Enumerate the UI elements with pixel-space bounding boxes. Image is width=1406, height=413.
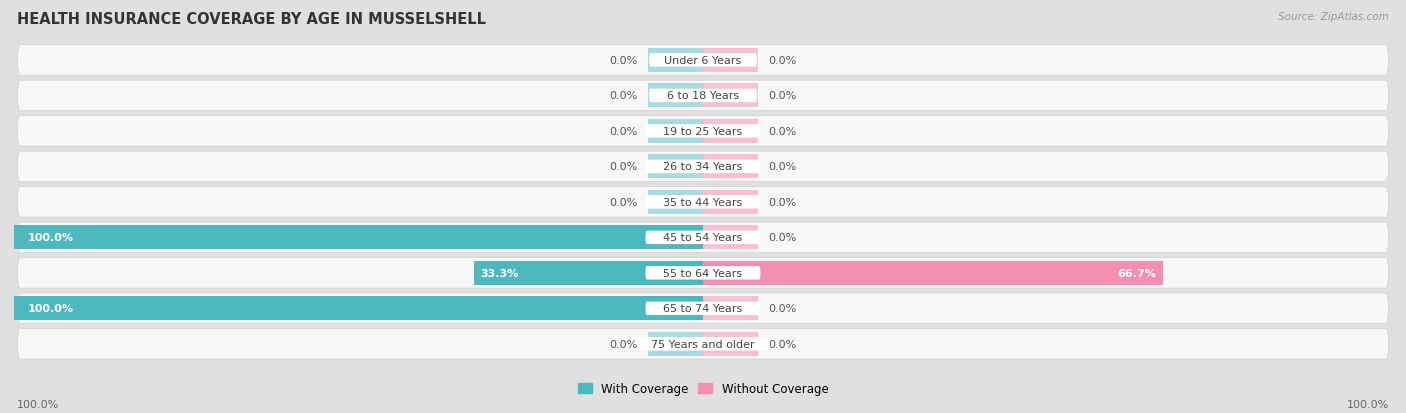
Bar [703, 49, 758, 73]
Text: 0.0%: 0.0% [769, 339, 797, 349]
Text: 0.0%: 0.0% [609, 56, 637, 66]
FancyBboxPatch shape [17, 258, 1389, 288]
FancyBboxPatch shape [645, 160, 761, 174]
Text: Source: ZipAtlas.com: Source: ZipAtlas.com [1278, 12, 1389, 22]
FancyBboxPatch shape [17, 152, 1389, 182]
Text: 45 to 54 Years: 45 to 54 Years [664, 233, 742, 243]
Text: 0.0%: 0.0% [609, 91, 637, 101]
Bar [703, 297, 758, 320]
Bar [14, 226, 703, 250]
Text: 75 Years and older: 75 Years and older [651, 339, 755, 349]
Text: 100.0%: 100.0% [28, 304, 75, 313]
Bar [703, 119, 758, 144]
FancyBboxPatch shape [631, 337, 775, 351]
Text: Under 6 Years: Under 6 Years [665, 56, 741, 66]
FancyBboxPatch shape [17, 293, 1389, 324]
Text: 6 to 18 Years: 6 to 18 Years [666, 91, 740, 101]
Text: 100.0%: 100.0% [28, 233, 75, 243]
Text: 0.0%: 0.0% [769, 233, 797, 243]
Legend: With Coverage, Without Coverage: With Coverage, Without Coverage [572, 377, 834, 399]
Text: 26 to 34 Years: 26 to 34 Years [664, 162, 742, 172]
Text: 33.3%: 33.3% [481, 268, 519, 278]
Bar [648, 84, 703, 108]
Text: 0.0%: 0.0% [769, 304, 797, 313]
Text: 0.0%: 0.0% [609, 126, 637, 137]
Text: 66.7%: 66.7% [1116, 268, 1156, 278]
Text: 0.0%: 0.0% [609, 162, 637, 172]
Bar [648, 119, 703, 144]
Text: 0.0%: 0.0% [769, 162, 797, 172]
Text: 65 to 74 Years: 65 to 74 Years [664, 304, 742, 313]
Bar [703, 332, 758, 356]
Text: 0.0%: 0.0% [609, 197, 637, 207]
Bar [703, 190, 758, 214]
FancyBboxPatch shape [645, 266, 761, 280]
Bar [648, 49, 703, 73]
Text: 100.0%: 100.0% [1347, 399, 1389, 409]
Bar [648, 190, 703, 214]
FancyBboxPatch shape [645, 302, 761, 315]
FancyBboxPatch shape [645, 196, 761, 209]
FancyBboxPatch shape [17, 81, 1389, 112]
FancyBboxPatch shape [17, 116, 1389, 147]
Bar [703, 261, 1163, 285]
Text: 19 to 25 Years: 19 to 25 Years [664, 126, 742, 137]
FancyBboxPatch shape [645, 231, 761, 244]
Text: 100.0%: 100.0% [17, 399, 59, 409]
Bar [703, 226, 758, 250]
FancyBboxPatch shape [650, 54, 756, 67]
Text: HEALTH INSURANCE COVERAGE BY AGE IN MUSSELSHELL: HEALTH INSURANCE COVERAGE BY AGE IN MUSS… [17, 12, 486, 27]
FancyBboxPatch shape [17, 45, 1389, 76]
FancyBboxPatch shape [17, 187, 1389, 218]
Bar [648, 332, 703, 356]
Bar [703, 84, 758, 108]
Bar [474, 261, 703, 285]
FancyBboxPatch shape [17, 329, 1389, 359]
Bar [14, 297, 703, 320]
FancyBboxPatch shape [650, 90, 756, 103]
FancyBboxPatch shape [645, 125, 761, 138]
Bar [648, 155, 703, 179]
Text: 0.0%: 0.0% [769, 197, 797, 207]
Text: 0.0%: 0.0% [769, 126, 797, 137]
Text: 0.0%: 0.0% [609, 339, 637, 349]
Text: 0.0%: 0.0% [769, 56, 797, 66]
FancyBboxPatch shape [17, 223, 1389, 253]
Text: 35 to 44 Years: 35 to 44 Years [664, 197, 742, 207]
Text: 55 to 64 Years: 55 to 64 Years [664, 268, 742, 278]
Text: 0.0%: 0.0% [769, 91, 797, 101]
Bar [703, 155, 758, 179]
